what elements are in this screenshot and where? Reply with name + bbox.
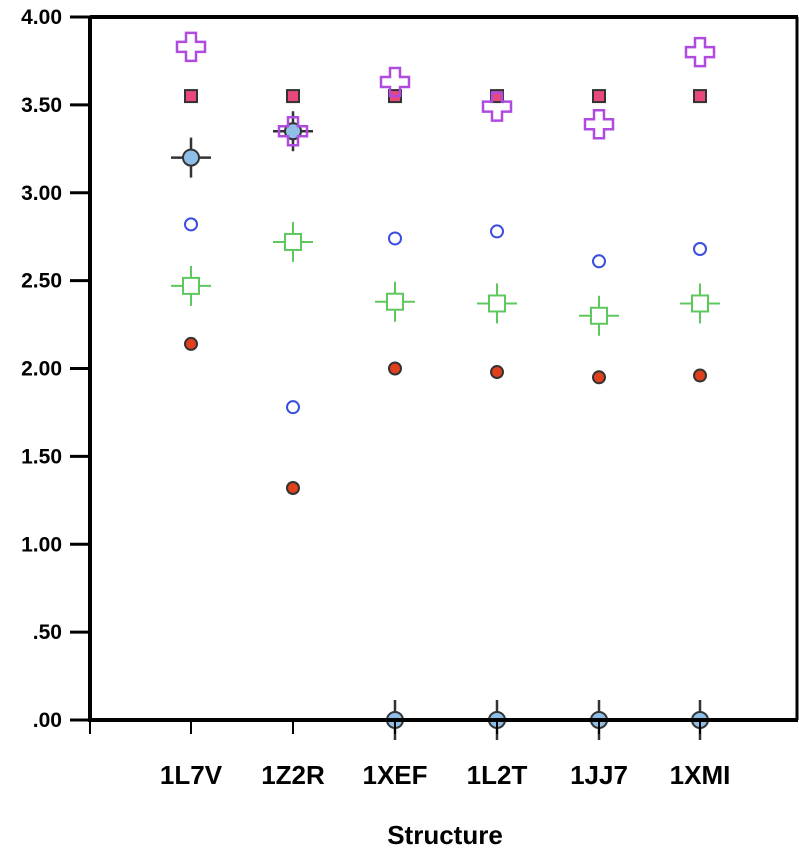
y-tick-label: 1.50 [21,445,62,468]
data-point-pink-square [286,89,300,104]
series-pink-square [184,89,707,104]
data-point-purple-cross [684,36,716,68]
x-tick-label: 1L2T [467,760,528,790]
data-point-pink-square [693,89,707,104]
data-point-red-filled-circle [388,361,402,376]
data-point-red-filled-circle [490,365,504,380]
data-point-blue-open-circle [693,241,707,256]
y-tick-label: 2.00 [21,358,62,381]
data-point-purple-cross [277,115,309,147]
data-point-green-open-square-cross [375,281,415,322]
data-point-purple-cross [583,108,615,140]
data-point-purple-cross [481,91,513,122]
data-point-blue-open-circle [592,254,606,269]
x-axis-title: Structure [387,820,503,848]
axes: .00 .50 1.00 1.50 2.00 2.50 3.00 3.50 4.00 1L7V 1Z… [21,6,731,790]
x-tick-label: 1XEF [362,760,427,790]
series-purple-cross [175,31,716,147]
y-tick-label: 1.00 [21,533,62,556]
data-point-pink-square [592,89,606,104]
x-tick-label: 1Z2R [261,760,325,790]
data-point-green-open-square-cross [171,265,211,306]
series-green-open-square-cross [171,221,720,336]
data-point-green-open-square-cross [477,283,517,324]
y-tick-label: .00 [33,709,62,732]
y-tick-label: 4.00 [21,6,62,29]
plot-frame [88,15,799,722]
data-point-blue-open-circle [388,231,402,246]
y-tick-label: 2.50 [21,270,62,293]
y-tick-label: 3.50 [21,94,62,117]
data-point-blue-open-circle [184,217,198,232]
series-red-filled-circle [184,336,707,496]
data-point-purple-cross [379,66,411,98]
data-point-green-open-square-cross [680,283,720,324]
data-point-pink-square [184,89,198,104]
x-tick-label: 1XMI [670,760,731,790]
data-point-red-filled-circle [286,481,300,496]
data-point-green-open-square-cross [273,221,313,262]
data-point-lightblue-circle-with-error-bar [171,137,211,178]
x-tick-label: 1JJ7 [570,760,628,790]
data-point-blue-open-circle [286,400,300,415]
series-lightblue-circle-with-error-bar [171,111,720,740]
y-tick-label: .50 [33,621,62,644]
y-tick-label: 3.00 [21,182,62,205]
data-point-green-open-square-cross [579,295,619,336]
data-point-red-filled-circle [184,336,198,351]
data-point-blue-open-circle [490,224,504,239]
series-blue-open-circle [184,217,707,415]
data-point-purple-cross [175,31,207,63]
x-tick-label: 1L7V [160,760,223,790]
data-point-red-filled-circle [592,370,606,385]
marks-layer [171,31,720,740]
data-point-red-filled-circle [693,368,707,383]
